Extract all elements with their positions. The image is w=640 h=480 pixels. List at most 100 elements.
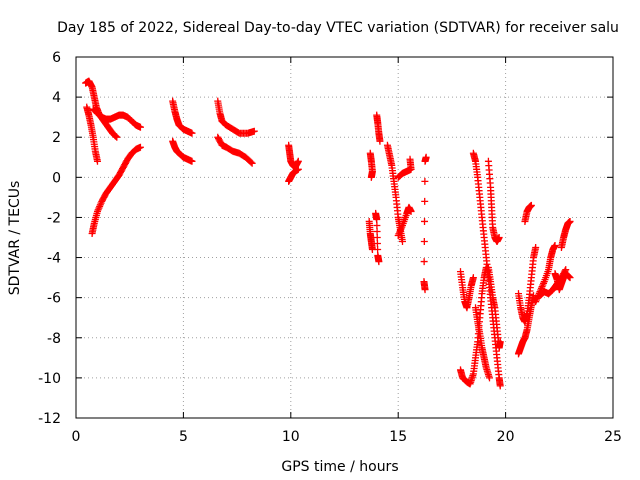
data-point — [538, 283, 546, 291]
series-arc-b — [83, 103, 101, 165]
series-arc-x — [484, 264, 504, 352]
series-arc-d — [88, 143, 144, 237]
data-point — [530, 292, 538, 300]
plot-frame — [75, 56, 614, 419]
data-point — [247, 158, 255, 166]
data-point — [539, 281, 547, 289]
plot-border — [75, 56, 614, 419]
data-point — [551, 242, 559, 250]
data-point — [94, 206, 102, 214]
series-arc-f — [169, 137, 196, 165]
series-arc-l — [365, 217, 376, 254]
series-arc-q — [394, 203, 415, 239]
y-axis-label: SDTVAR / TECUs — [7, 181, 23, 296]
series-arc-i — [285, 141, 302, 171]
data-point — [469, 274, 477, 282]
data-point — [485, 374, 493, 382]
data-point — [373, 240, 381, 248]
y-tick-label: -12 — [38, 411, 61, 427]
data-point — [532, 296, 540, 304]
series-arc-p — [394, 155, 415, 181]
data-point — [532, 244, 540, 252]
y-tick-label: 6 — [52, 50, 61, 66]
series-arc-ae — [557, 217, 574, 252]
series-arc-v — [472, 304, 493, 382]
x-tick-label: 10 — [282, 429, 300, 445]
x-axis-label: GPS time / hours — [281, 459, 398, 475]
data-point — [421, 157, 429, 165]
y-tick-label: 0 — [52, 170, 61, 186]
y-tick-label: -4 — [47, 251, 61, 267]
data-point — [397, 225, 405, 233]
data-point — [566, 274, 574, 282]
y-tick-label: -8 — [47, 331, 61, 347]
chart-title: Day 185 of 2022, Sidereal Day-to-day VTE… — [57, 20, 619, 36]
data-point — [421, 177, 429, 185]
data-point — [532, 298, 540, 306]
data-point — [396, 226, 404, 234]
data-point — [111, 132, 119, 140]
data-point — [406, 155, 414, 163]
data-point — [375, 258, 383, 266]
data-point — [136, 123, 144, 131]
x-tick-label: 25 — [604, 429, 622, 445]
data-point — [373, 215, 381, 223]
series-arc-o — [383, 141, 406, 246]
data-point — [95, 204, 103, 212]
data-point — [496, 382, 504, 390]
series-arc-m — [373, 111, 384, 145]
data-point — [407, 207, 415, 215]
series-arc-w — [484, 157, 503, 246]
data-point — [566, 217, 574, 225]
data-point — [495, 234, 503, 241]
data-point — [420, 258, 428, 266]
series-arc-ad — [551, 270, 574, 294]
data-point — [421, 217, 429, 225]
x-tick-label: 15 — [389, 429, 407, 445]
series-arc-s — [456, 268, 477, 312]
grid-layer — [76, 57, 613, 418]
data-point — [112, 133, 120, 141]
data-point — [294, 157, 302, 165]
data-point — [373, 234, 381, 241]
data-point — [565, 272, 573, 280]
y-tick-label: -10 — [38, 371, 61, 387]
data-points — [82, 77, 574, 390]
data-point — [367, 173, 375, 181]
data-point — [396, 228, 404, 236]
data-point — [376, 137, 384, 145]
series-arc-j — [285, 165, 302, 185]
y-tick-label: -6 — [47, 291, 61, 307]
y-tick-label: 2 — [52, 130, 61, 146]
series-arc-r — [420, 153, 430, 294]
data-point — [565, 273, 573, 281]
data-point — [540, 279, 548, 287]
data-point — [294, 165, 302, 173]
series-arc-c — [89, 105, 144, 131]
data-point — [373, 227, 381, 235]
data-point — [496, 338, 504, 346]
data-point — [113, 133, 121, 141]
data-point — [394, 231, 402, 239]
data-point — [420, 238, 428, 246]
x-tick-label: 5 — [179, 429, 188, 445]
data-point — [398, 238, 406, 246]
series-arc-n — [372, 209, 383, 266]
y-tick-label: -2 — [47, 210, 61, 226]
series-arc-e — [169, 97, 196, 137]
data-point — [250, 127, 258, 135]
data-point — [93, 157, 101, 165]
series-arc-k — [366, 149, 376, 181]
x-tick-label: 20 — [497, 429, 515, 445]
data-point — [398, 223, 406, 231]
data-point — [527, 201, 535, 209]
data-point — [421, 197, 429, 205]
data-point — [96, 201, 104, 209]
data-point — [421, 286, 429, 294]
y-tick-label: 4 — [52, 90, 61, 106]
series-arc-g — [214, 97, 258, 137]
data-point — [93, 207, 101, 215]
series-arc-aa — [521, 201, 535, 225]
data-point — [97, 199, 105, 207]
